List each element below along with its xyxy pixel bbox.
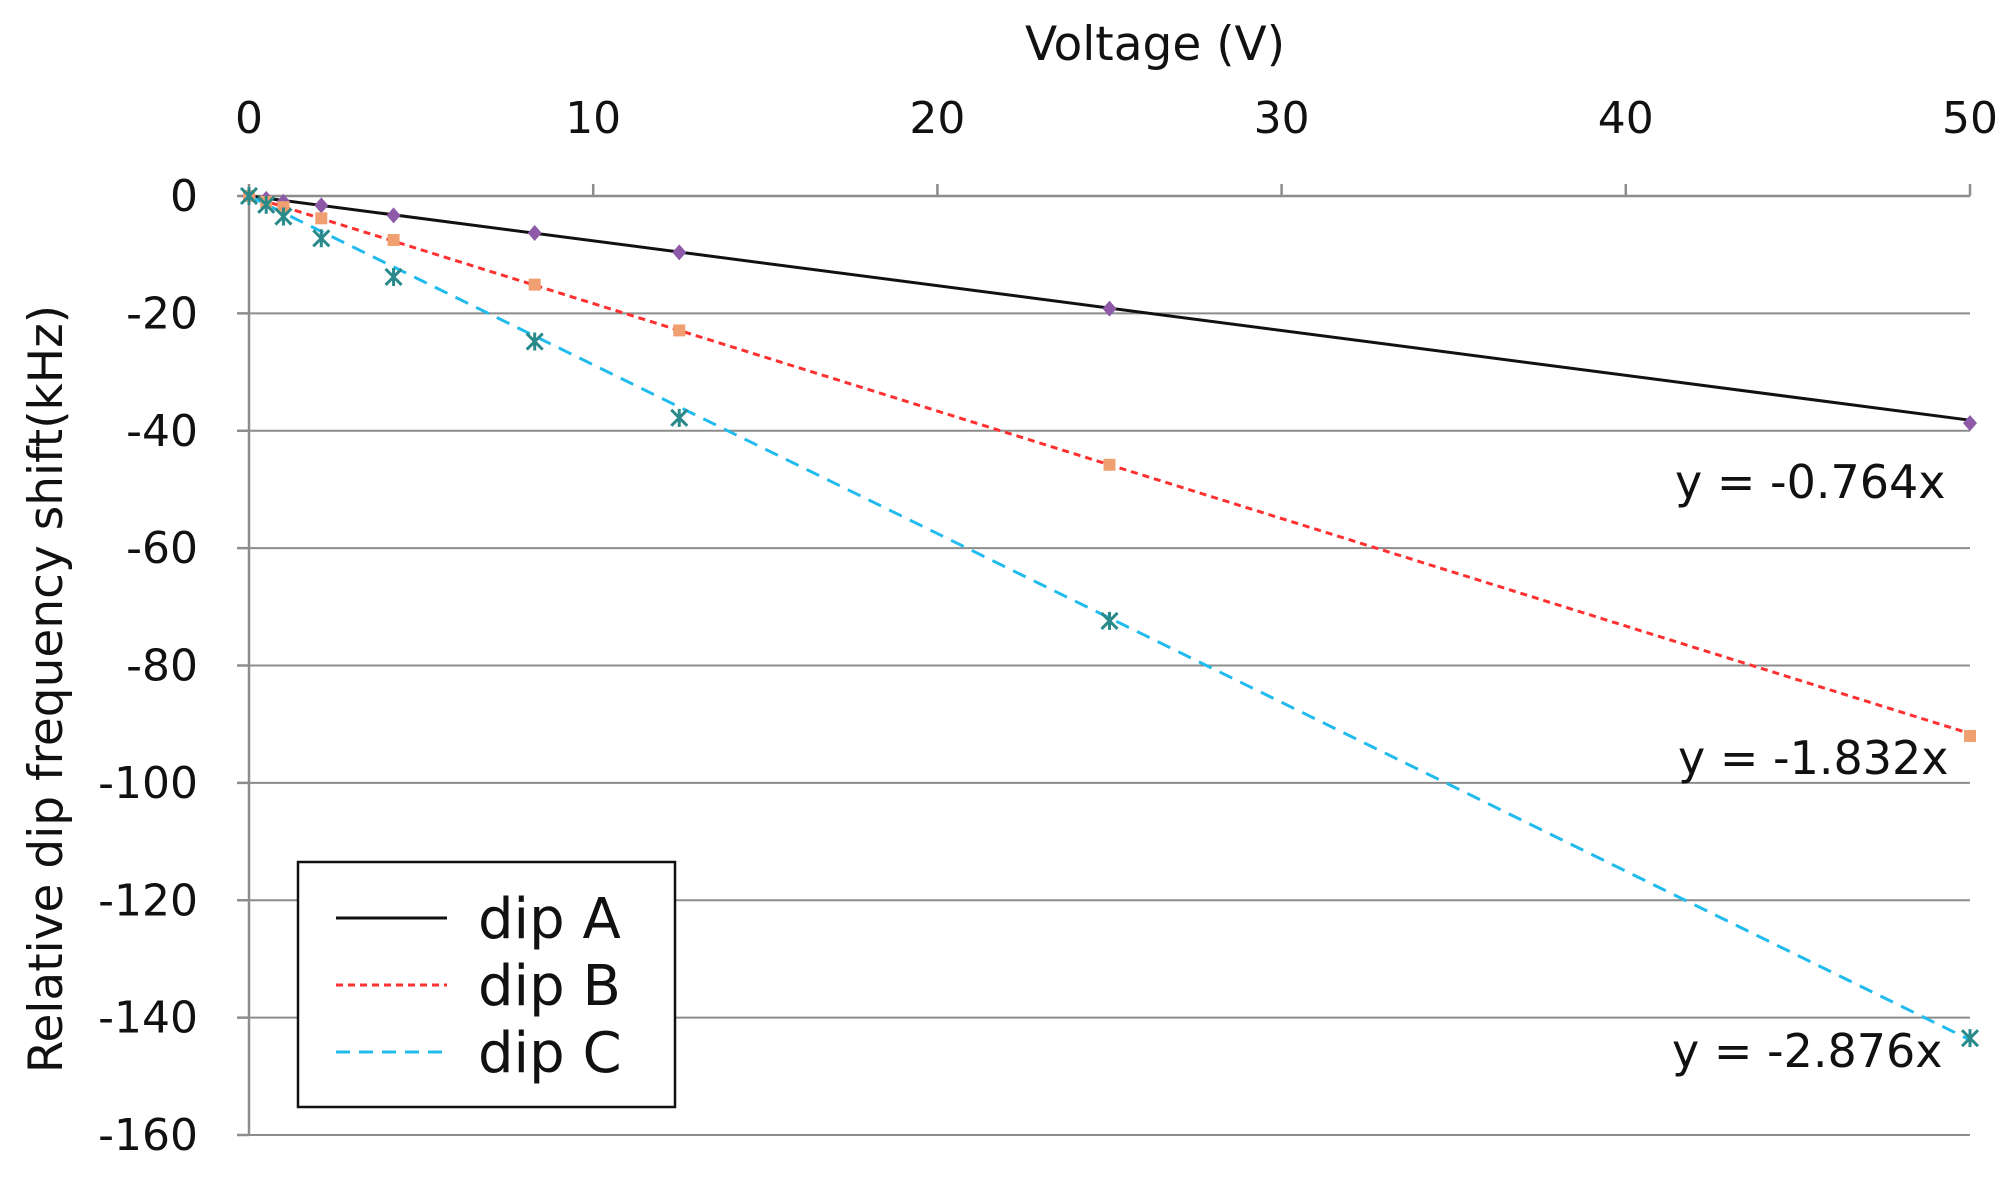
x-axis-title: Voltage (V) [1025,17,1285,72]
y-tick-label--20: -20 [126,288,198,339]
marker-dip-a-3 [314,197,329,214]
marker-dip-b-2 [277,201,290,214]
x-tick-label-30: 30 [1254,93,1310,144]
fit-equation-dip-c: y = -2.876x [1672,1024,1943,1078]
legend-label-dip-b: dip B [478,954,621,1019]
data-markers [239,186,1980,1048]
fit-line-dip-c [248,194,1971,1042]
axes [237,184,1972,1137]
x-tick-label-10: 10 [565,93,621,144]
x-tick-label-20: 20 [909,93,965,144]
marker-dip-b-7 [1103,458,1116,471]
marker-dip-b-4 [387,234,400,247]
marker-dip-c-1 [257,195,276,214]
y-tick-label--80: -80 [126,641,198,692]
y-tick-label--120: -120 [98,875,198,926]
marker-dip-c-8 [1960,1029,1980,1048]
y-tick-label--40: -40 [126,406,198,457]
x-tick-label-40: 40 [1598,93,1654,144]
legend-box [296,860,677,1109]
marker-dip-c-0 [239,186,259,206]
marker-dip-c-5 [525,332,544,351]
legend-label-dip-a: dip A [478,887,621,952]
marker-dip-a-4 [386,207,401,224]
x-tick-label-50: 50 [1942,93,1998,144]
fit-equations: y = -0.764x y = -1.832x y = -2.876x [1672,455,1949,1078]
y-tick-label--140: -140 [98,993,198,1044]
x-tick-label-0: 0 [235,93,263,144]
marker-dip-a-5 [527,224,542,241]
marker-dip-c-3 [312,229,331,248]
marker-dip-c-2 [274,207,293,226]
fit-equation-dip-a: y = -0.764x [1675,455,1946,509]
y-tick-label--160: -160 [98,1110,198,1161]
marker-dip-b-3 [315,212,328,225]
tick-labels: 0 10 20 30 40 50 0 -20 -40 -60 -80 -100 -120 -140 -160 [98,93,1998,1161]
y-tick-label-0: 0 [170,171,198,222]
marker-dip-c-4 [384,267,403,287]
fit-equation-dip-b: y = -1.832x [1678,731,1949,785]
legend-label-dip-c: dip C [478,1021,622,1086]
marker-dip-a-7 [1102,300,1117,317]
marker-dip-b-5 [528,278,541,291]
y-axis-title: Relative dip frequency shift(kHz) [19,305,74,1073]
marker-dip-b-6 [673,324,686,337]
marker-dip-c-7 [1100,611,1119,630]
marker-dip-a-6 [672,244,687,261]
marker-dip-c-6 [670,408,689,427]
y-tick-label--100: -100 [98,758,198,809]
marker-dip-a-8 [1963,415,1977,432]
marker-dip-b-8 [1964,729,1976,742]
y-tick-label--60: -60 [126,523,198,574]
